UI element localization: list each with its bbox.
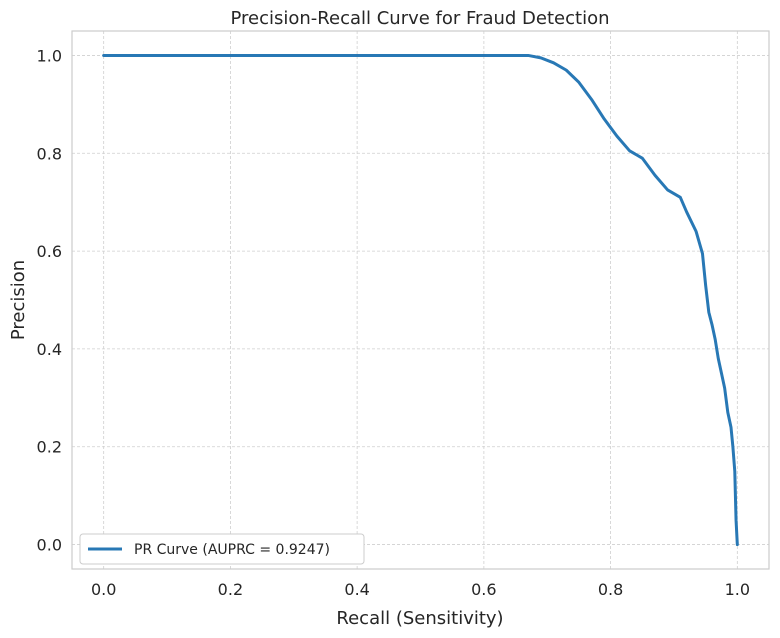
x-tick-label: 0.6 — [471, 580, 496, 599]
legend: PR Curve (AUPRC = 0.9247) — [79, 533, 365, 565]
y-axis-label: Precision — [8, 260, 29, 340]
pr-curve-line — [102, 53, 739, 547]
x-tick-label: 0.2 — [218, 580, 243, 599]
y-tick-label: 0.0 — [37, 536, 62, 555]
plot-background — [72, 31, 769, 569]
x-axis-label: Recall (Sensitivity) — [336, 608, 503, 629]
x-axis-ticks: 0.0 0.2 0.4 0.6 0.8 1.0 — [91, 580, 750, 599]
y-tick-label: 0.6 — [37, 242, 62, 261]
y-tick-label: 0.4 — [37, 340, 62, 359]
x-tick-label: 0.0 — [91, 580, 116, 599]
legend-box — [79, 533, 365, 565]
y-tick-label: 0.8 — [37, 144, 62, 163]
x-tick-label: 0.8 — [598, 580, 623, 599]
legend-label: PR Curve (AUPRC = 0.9247) — [134, 542, 330, 558]
y-axis-ticks: 0.0 0.2 0.4 0.6 0.8 1.0 — [37, 46, 62, 554]
plot-frame — [71, 30, 770, 570]
x-tick-label: 1.0 — [725, 580, 750, 599]
chart-title: Precision-Recall Curve for Fraud Detecti… — [230, 8, 609, 29]
series-layer — [102, 53, 739, 547]
y-tick-label: 1.0 — [37, 46, 62, 65]
y-tick-label: 0.2 — [37, 438, 62, 457]
x-tick-label: 0.4 — [344, 580, 369, 599]
